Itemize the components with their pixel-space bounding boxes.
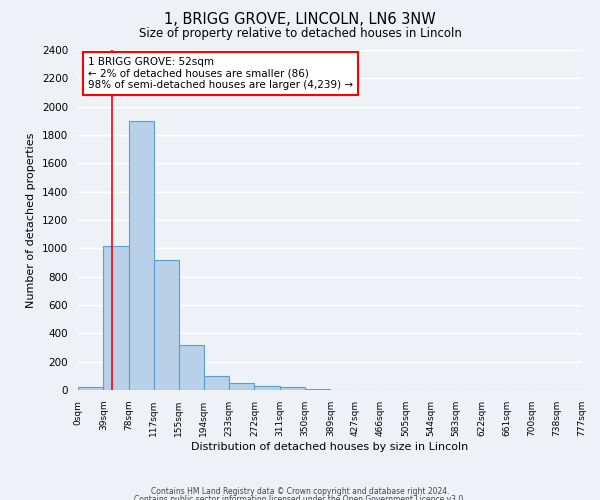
Text: 1, BRIGG GROVE, LINCOLN, LN6 3NW: 1, BRIGG GROVE, LINCOLN, LN6 3NW xyxy=(164,12,436,28)
Y-axis label: Number of detached properties: Number of detached properties xyxy=(26,132,37,308)
Bar xyxy=(179,344,204,390)
Bar xyxy=(254,386,280,390)
Bar xyxy=(103,246,128,390)
Text: Size of property relative to detached houses in Lincoln: Size of property relative to detached ho… xyxy=(139,28,461,40)
Text: Contains HM Land Registry data © Crown copyright and database right 2024.: Contains HM Land Registry data © Crown c… xyxy=(151,488,449,496)
Bar xyxy=(154,260,179,390)
Bar xyxy=(280,387,305,390)
Bar xyxy=(78,387,103,390)
X-axis label: Distribution of detached houses by size in Lincoln: Distribution of detached houses by size … xyxy=(191,442,469,452)
Text: Contains public sector information licensed under the Open Government Licence v3: Contains public sector information licen… xyxy=(134,495,466,500)
Bar xyxy=(128,121,154,390)
Text: 1 BRIGG GROVE: 52sqm
← 2% of detached houses are smaller (86)
98% of semi-detach: 1 BRIGG GROVE: 52sqm ← 2% of detached ho… xyxy=(88,57,353,90)
Bar xyxy=(204,376,229,390)
Bar xyxy=(229,383,254,390)
